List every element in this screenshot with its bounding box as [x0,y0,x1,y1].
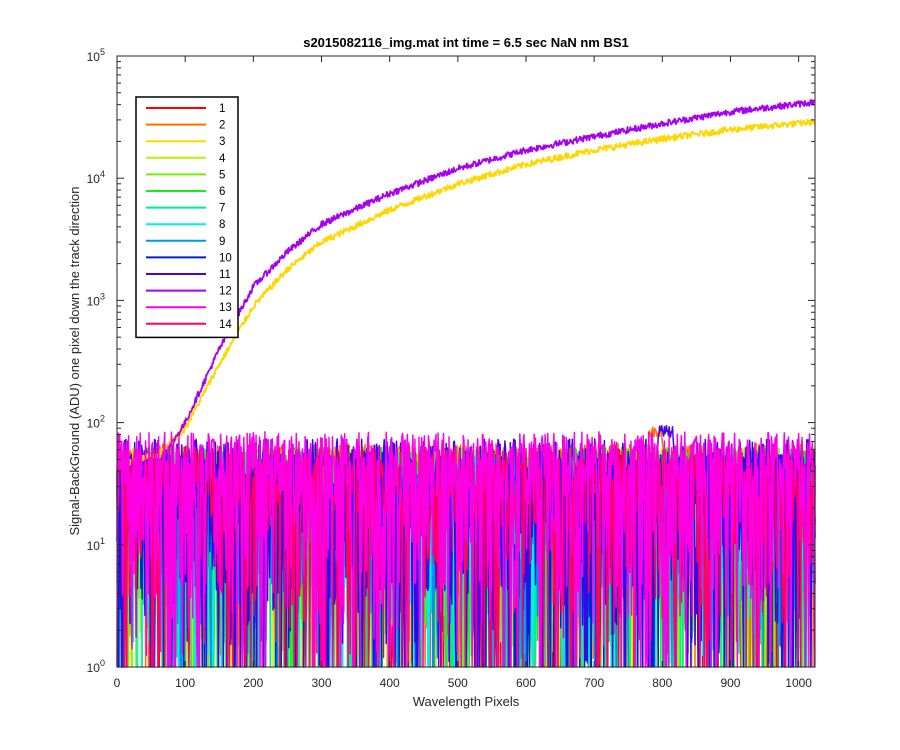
legend-label-14: 14 [219,319,232,331]
series-layer [116,99,816,668]
x-tick-label: 400 [380,676,400,690]
series-line-3 [116,118,816,468]
y-axis-title: Signal-BackGround (ADU) one pixel down t… [67,186,82,535]
legend-label-4: 4 [219,153,226,165]
x-axis-title: Wavelength Pixels [413,694,520,709]
legend-box [135,96,239,339]
x-tick-label: 900 [720,676,740,690]
legend-label-12: 12 [219,286,232,298]
series-line-13 [116,431,816,668]
legend-label-1: 1 [219,103,225,115]
legend-label-3: 3 [219,136,225,148]
legend-label-9: 9 [219,236,225,248]
x-tick-label: 700 [584,676,604,690]
x-tick-label: 800 [652,676,672,690]
chart-title: s2015082116_img.mat int time = 6.5 sec N… [303,35,629,50]
legend-label-5: 5 [219,169,225,181]
legend-label-10: 10 [219,252,232,264]
plot-frame [116,55,816,668]
legend-label-6: 6 [219,186,225,198]
x-tick-label: 600 [516,676,536,690]
x-tick-label: 100 [175,676,195,690]
legend-label-7: 7 [219,203,225,215]
axes-layer: 0 100 200 300 400 500 600 700 800 900 100010010110… [87,47,815,690]
legend-label-8: 8 [219,219,225,231]
legend-label-11: 11 [219,269,231,281]
legend-label-2: 2 [219,120,225,132]
x-tick-label: 300 [311,676,331,690]
x-tick-label: 0 [114,676,121,690]
legend-label-13: 13 [219,302,232,314]
x-tick-label: 1000 [785,676,812,690]
x-tick-label: 200 [243,676,263,690]
x-tick-label: 500 [448,676,468,690]
